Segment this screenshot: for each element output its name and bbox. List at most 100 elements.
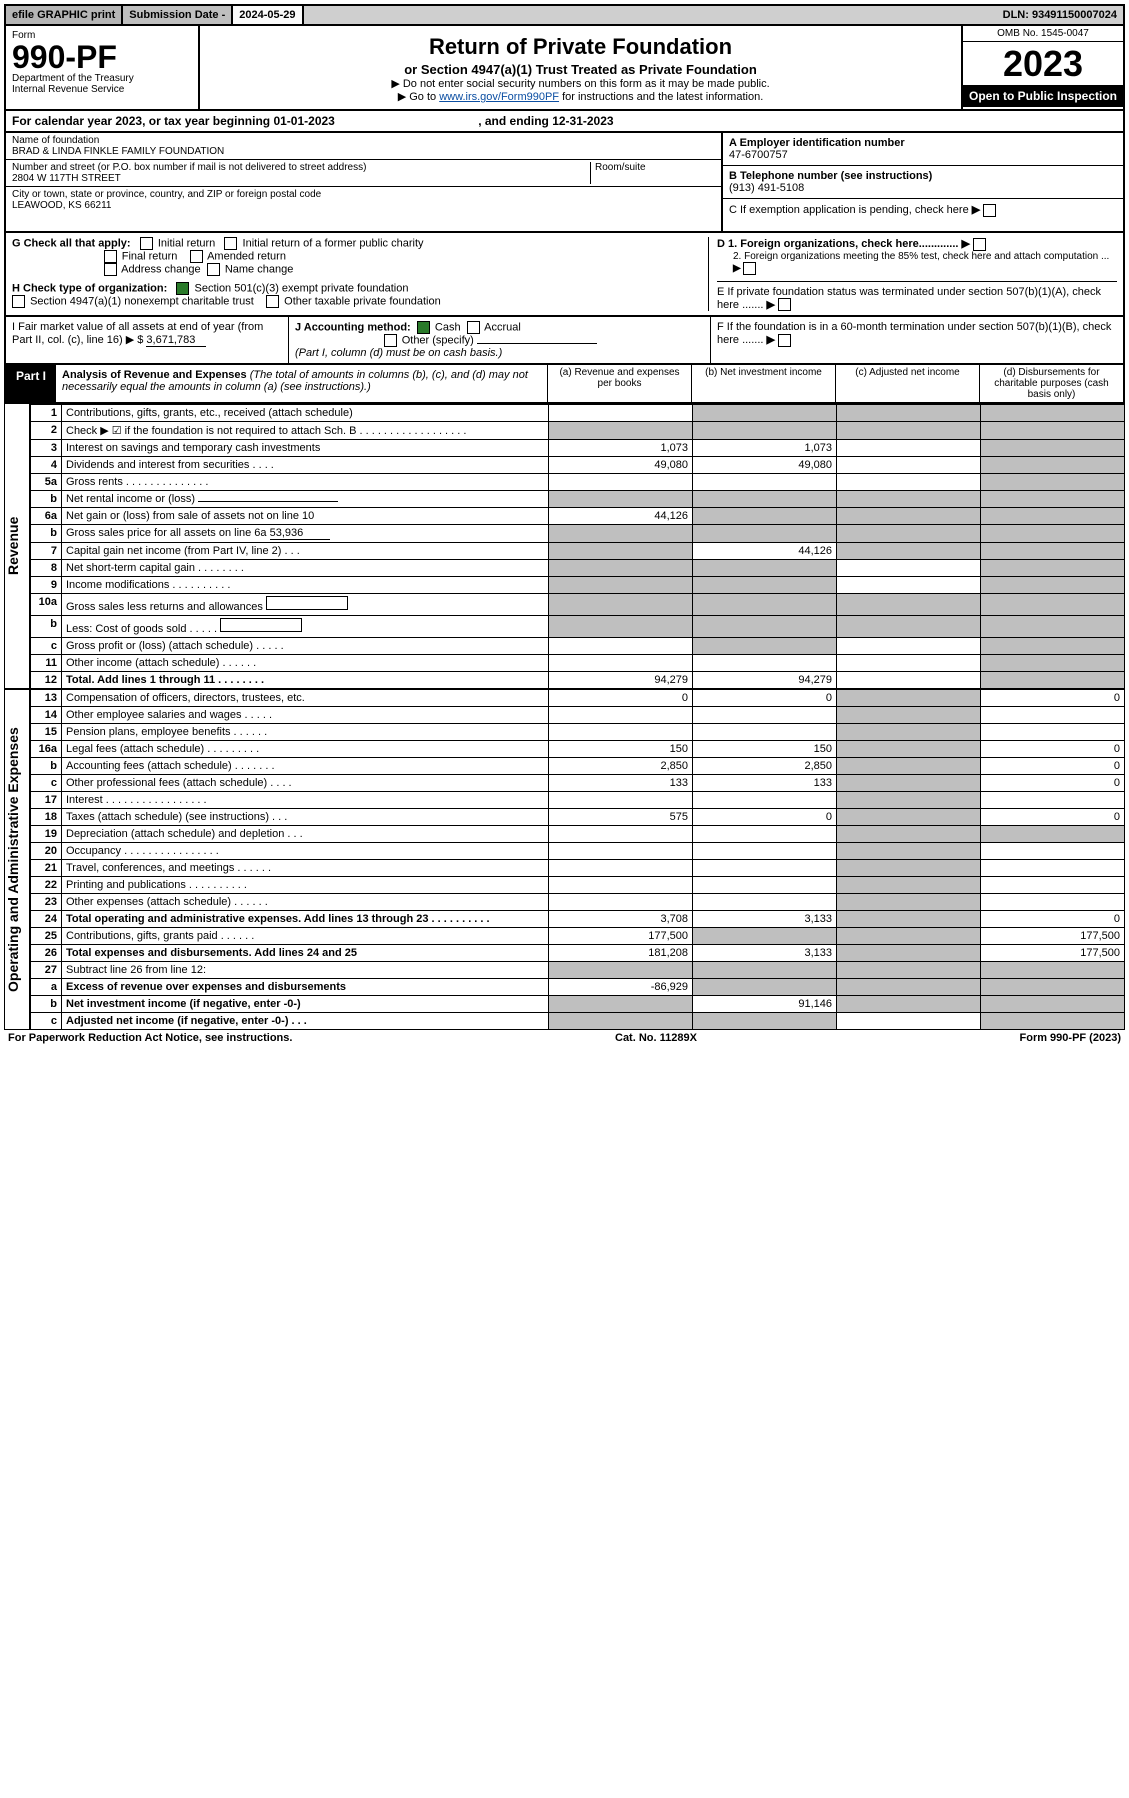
table-row: 14Other employee salaries and wages . . … — [31, 707, 1125, 724]
table-row: 18Taxes (attach schedule) (see instructi… — [31, 809, 1125, 826]
j-note: (Part I, column (d) must be on cash basi… — [295, 347, 502, 359]
dept: Department of the Treasury — [12, 73, 192, 84]
j-other-checkbox[interactable] — [384, 334, 397, 347]
omb: OMB No. 1545-0047 — [963, 26, 1123, 42]
form-number: 990-PF — [12, 41, 192, 73]
table-row: 13Compensation of officers, directors, t… — [31, 690, 1125, 707]
i-label: I Fair market value of all assets at end… — [12, 321, 263, 346]
table-row: 25Contributions, gifts, grants paid . . … — [31, 928, 1125, 945]
calendar-year-row: For calendar year 2023, or tax year begi… — [4, 111, 1125, 133]
form-title: Return of Private Foundation — [206, 34, 955, 60]
table-row: 15Pension plans, employee benefits . . .… — [31, 724, 1125, 741]
table-row: 2Check ▶ ☑ if the foundation is not requ… — [31, 422, 1125, 440]
table-row: 16aLegal fees (attach schedule) . . . . … — [31, 741, 1125, 758]
g-address-checkbox[interactable] — [104, 263, 117, 276]
submission-label: Submission Date - — [123, 6, 233, 24]
table-row: 26Total expenses and disbursements. Add … — [31, 945, 1125, 962]
h-501c3-checkbox[interactable] — [176, 282, 189, 295]
table-row: 8Net short-term capital gain . . . . . .… — [31, 560, 1125, 577]
page-footer: For Paperwork Reduction Act Notice, see … — [4, 1030, 1125, 1046]
table-row: 4Dividends and interest from securities … — [31, 457, 1125, 474]
d1-label: D 1. Foreign organizations, check here..… — [717, 238, 958, 250]
expenses-table: 13Compensation of officers, directors, t… — [30, 689, 1125, 1030]
table-row: 24Total operating and administrative exp… — [31, 911, 1125, 928]
id-right: A Employer identification number 47-6700… — [721, 133, 1123, 231]
f-checkbox[interactable] — [778, 334, 791, 347]
identification-box: Name of foundation BRAD & LINDA FINKLE F… — [4, 133, 1125, 233]
ein-value: 47-6700757 — [729, 149, 788, 161]
table-row: bLess: Cost of goods sold . . . . . — [31, 616, 1125, 638]
name-label: Name of foundation — [12, 135, 715, 146]
g-initial-checkbox[interactable] — [140, 237, 153, 250]
footer-left: For Paperwork Reduction Act Notice, see … — [8, 1032, 292, 1044]
ijf-row: I Fair market value of all assets at end… — [4, 317, 1125, 365]
table-row: cAdjusted net income (if negative, enter… — [31, 1013, 1125, 1030]
revenue-side-label: Revenue — [4, 404, 30, 689]
check-section-gh: G Check all that apply: Initial return I… — [4, 233, 1125, 317]
g-label: G Check all that apply: — [12, 237, 131, 249]
table-row: bAccounting fees (attach schedule) . . .… — [31, 758, 1125, 775]
table-row: 6aNet gain or (loss) from sale of assets… — [31, 508, 1125, 525]
table-row: 22Printing and publications . . . . . . … — [31, 877, 1125, 894]
header-left: Form 990-PF Department of the Treasury I… — [6, 26, 200, 109]
g-initial-former-checkbox[interactable] — [224, 237, 237, 250]
c-checkbox[interactable] — [983, 204, 996, 217]
e-checkbox[interactable] — [778, 298, 791, 311]
header-right: OMB No. 1545-0047 2023 Open to Public In… — [961, 26, 1123, 109]
table-row: 20Occupancy . . . . . . . . . . . . . . … — [31, 843, 1125, 860]
table-row: 12Total. Add lines 1 through 11 . . . . … — [31, 672, 1125, 689]
i-value: 3,671,783 — [146, 334, 206, 347]
expenses-side-label: Operating and Administrative Expenses — [4, 689, 30, 1030]
col-d-header: (d) Disbursements for charitable purpose… — [979, 365, 1123, 402]
tax-year: 2023 — [963, 42, 1123, 85]
col-a-header: (a) Revenue and expenses per books — [547, 365, 691, 402]
table-row: 11Other income (attach schedule) . . . .… — [31, 655, 1125, 672]
efile-label: efile GRAPHIC print — [6, 6, 123, 24]
g-final-checkbox[interactable] — [104, 250, 117, 263]
table-row: 10aGross sales less returns and allowanc… — [31, 594, 1125, 616]
footer-mid: Cat. No. 11289X — [615, 1032, 697, 1044]
table-row: 3Interest on savings and temporary cash … — [31, 440, 1125, 457]
d2-label: 2. Foreign organizations meeting the 85%… — [733, 251, 1109, 262]
h-other-checkbox[interactable] — [266, 295, 279, 308]
table-row: bNet investment income (if negative, ent… — [31, 996, 1125, 1013]
g-amended-checkbox[interactable] — [190, 250, 203, 263]
c-label: C If exemption application is pending, c… — [729, 204, 969, 216]
form-link[interactable]: www.irs.gov/Form990PF — [439, 91, 559, 103]
part1-header: Part I Analysis of Revenue and Expenses … — [4, 365, 1125, 404]
j-accrual-checkbox[interactable] — [467, 321, 480, 334]
j-cash-checkbox[interactable] — [417, 321, 430, 334]
part1-label: Part I — [6, 365, 56, 402]
id-left: Name of foundation BRAD & LINDA FINKLE F… — [6, 133, 721, 231]
tel-value: (913) 491-5108 — [729, 182, 804, 194]
table-row: aExcess of revenue over expenses and dis… — [31, 979, 1125, 996]
street-address: 2804 W 117TH STREET — [12, 173, 590, 184]
room-label: Room/suite — [595, 162, 715, 173]
table-row: cOther professional fees (attach schedul… — [31, 775, 1125, 792]
table-row: 1Contributions, gifts, grants, etc., rec… — [31, 405, 1125, 422]
part1-title: Analysis of Revenue and Expenses (The to… — [56, 365, 547, 402]
col-b-header: (b) Net investment income — [691, 365, 835, 402]
h-4947-checkbox[interactable] — [12, 295, 25, 308]
table-row: 21Travel, conferences, and meetings . . … — [31, 860, 1125, 877]
tel-label: B Telephone number (see instructions) — [729, 170, 932, 182]
table-row: 27Subtract line 26 from line 12: — [31, 962, 1125, 979]
h-label: H Check type of organization: — [12, 282, 167, 294]
open-public: Open to Public Inspection — [963, 85, 1123, 107]
table-row: 19Depreciation (attach schedule) and dep… — [31, 826, 1125, 843]
d2-checkbox[interactable] — [743, 262, 756, 275]
revenue-table: 1Contributions, gifts, grants, etc., rec… — [30, 404, 1125, 689]
expenses-wrap: Operating and Administrative Expenses 13… — [4, 689, 1125, 1030]
table-row: 5aGross rents . . . . . . . . . . . . . … — [31, 474, 1125, 491]
form-header: Form 990-PF Department of the Treasury I… — [4, 26, 1125, 111]
g-name-checkbox[interactable] — [207, 263, 220, 276]
submission-date: 2024-05-29 — [233, 6, 303, 24]
header-center: Return of Private Foundation or Section … — [200, 26, 961, 109]
ein-label: A Employer identification number — [729, 137, 905, 149]
j-label: J Accounting method: — [295, 322, 411, 334]
city-state-zip: LEAWOOD, KS 66211 — [12, 200, 715, 211]
foundation-name: BRAD & LINDA FINKLE FAMILY FOUNDATION — [12, 146, 715, 157]
footer-right: Form 990-PF (2023) — [1020, 1032, 1121, 1044]
d1-checkbox[interactable] — [973, 238, 986, 251]
table-row: 9Income modifications . . . . . . . . . … — [31, 577, 1125, 594]
